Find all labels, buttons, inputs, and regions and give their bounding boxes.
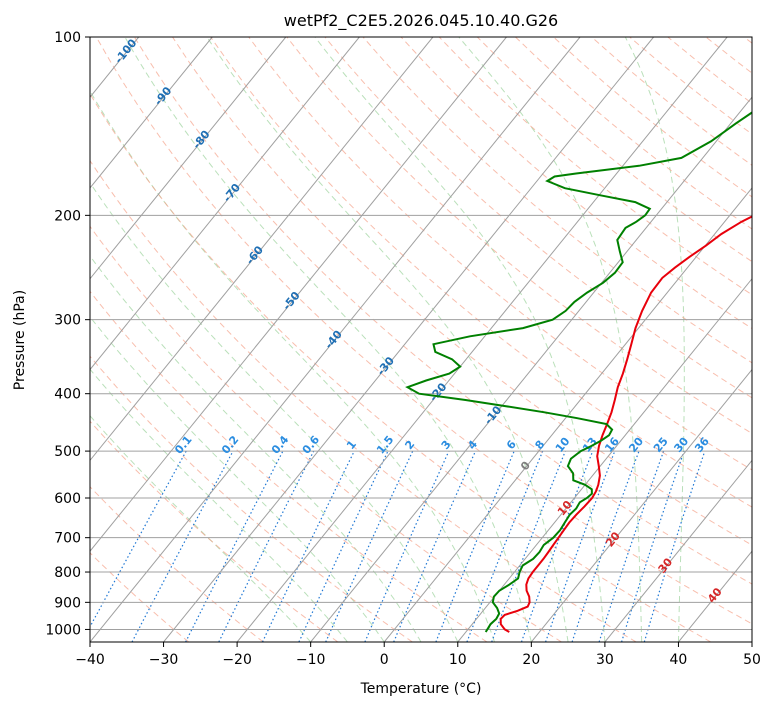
x-axis-label: Temperature (°C): [360, 681, 482, 697]
isotherm-line: [90, 37, 434, 462]
dry-adiabat-line: [286, 37, 752, 435]
dry-adiabat-line: [90, 420, 339, 642]
temperature-line: [499, 215, 752, 633]
y-tick-label: 700: [54, 531, 81, 547]
x-tick-label: 20: [522, 652, 540, 668]
mixing-ratio-line: [364, 450, 450, 642]
x-tick-label: −30: [149, 652, 179, 668]
x-tick-label: 0: [380, 652, 389, 668]
moist-adiabat-line: [90, 368, 348, 642]
moist-adiabat-line: [458, 37, 643, 642]
x-tick-label: 30: [596, 652, 614, 668]
mixing-ratio-line: [131, 450, 234, 642]
y-tick-label: 500: [54, 444, 81, 460]
moist-adiabat-line: [90, 90, 496, 642]
isotherm-line: [90, 37, 287, 280]
isotherm-line: [310, 96, 752, 642]
isotherm-line: [530, 368, 752, 642]
y-axis-ticks: 1000 900 800 700 600 500 400 300 200 100: [45, 30, 90, 638]
dry-adiabat-line: [90, 225, 562, 642]
mixing-ratio-line: [90, 450, 187, 629]
y-tick-label: 800: [54, 565, 81, 581]
mixing-ratio-line: [571, 450, 640, 642]
y-tick-label: 900: [54, 595, 81, 611]
mixing-ratio-line: [520, 450, 594, 642]
isotherm-line: [236, 37, 728, 642]
isotherms: [90, 37, 752, 642]
mixing-ratio-line: [621, 450, 685, 642]
moist-adiabat-line: [124, 37, 532, 642]
mixing-ratio-line: [393, 450, 476, 642]
pressure-gridlines: [90, 37, 752, 630]
dry-adiabat-line: [133, 37, 752, 585]
y-tick-label: 600: [54, 491, 81, 507]
isotherm-line: [90, 37, 507, 552]
y-tick-label: 300: [54, 313, 81, 329]
dry-adiabat-line: [90, 290, 488, 642]
dry-adiabat-line: [438, 37, 752, 296]
dry-adiabat-line: [248, 37, 752, 471]
dry-adiabat-line: [90, 552, 190, 642]
mixing-ratio-line: [545, 450, 616, 642]
moist-adiabat-line: [624, 37, 685, 642]
isotherm-line: [90, 37, 581, 642]
profile-series: [405, 111, 752, 633]
x-tick-label: 50: [743, 652, 761, 668]
mixing-ratio-line: [643, 450, 706, 642]
isotherm-line: [90, 37, 360, 371]
x-axis-ticks: −40 −30 −20 −10 0 10 20 30 40 50: [75, 642, 761, 668]
x-tick-label: 40: [670, 652, 688, 668]
dewpoint-line: [405, 111, 752, 633]
isotherm-line: [604, 459, 752, 642]
y-tick-label: 100: [54, 30, 81, 46]
mixing-ratio-line: [435, 450, 515, 642]
dry-adiabats: [90, 37, 752, 642]
plot-frame: [89, 36, 753, 643]
x-tick-label: −40: [75, 652, 105, 668]
y-tick-label: 200: [54, 208, 81, 224]
x-tick-label: 10: [449, 652, 467, 668]
y-tick-label: 400: [54, 387, 81, 403]
x-tick-label: −20: [222, 652, 252, 668]
dry-adiabat-line: [90, 159, 637, 642]
mixing-ratio-line: [598, 450, 665, 642]
moist-adiabat-line: [314, 37, 606, 642]
background-lines: [90, 37, 752, 642]
mixing-ratio-line: [466, 450, 544, 642]
dry-adiabat-line: [210, 37, 752, 508]
isotherm-line: [90, 37, 213, 189]
isotherm-line: [457, 277, 752, 642]
moist-adiabat-line: [206, 37, 569, 642]
dry-adiabat-line: [95, 37, 752, 625]
isotherm-line: [383, 187, 752, 642]
mixing-ratio-line: [218, 450, 315, 642]
isotherm-line: [163, 37, 654, 642]
chart-title: wetPf2_C2E5.2026.045.10.40.G26: [284, 11, 558, 31]
y-tick-label: 1000: [45, 622, 81, 638]
mixing-ratio-lines: [90, 450, 706, 642]
y-axis-label: Pressure (hPa): [12, 290, 28, 390]
x-tick-label: −10: [296, 652, 326, 668]
